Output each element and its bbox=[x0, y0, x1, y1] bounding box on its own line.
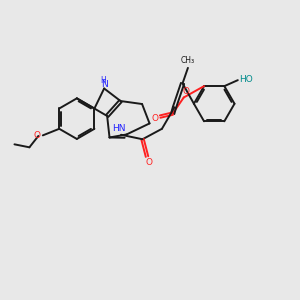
Text: O: O bbox=[183, 87, 190, 96]
Text: CH₃: CH₃ bbox=[181, 56, 195, 65]
Text: O: O bbox=[145, 158, 152, 167]
Text: N: N bbox=[101, 80, 107, 89]
Text: O: O bbox=[34, 131, 41, 140]
Text: O: O bbox=[151, 115, 158, 124]
Text: HO: HO bbox=[239, 75, 253, 84]
Text: H: H bbox=[101, 76, 106, 85]
Text: HN: HN bbox=[112, 124, 125, 133]
